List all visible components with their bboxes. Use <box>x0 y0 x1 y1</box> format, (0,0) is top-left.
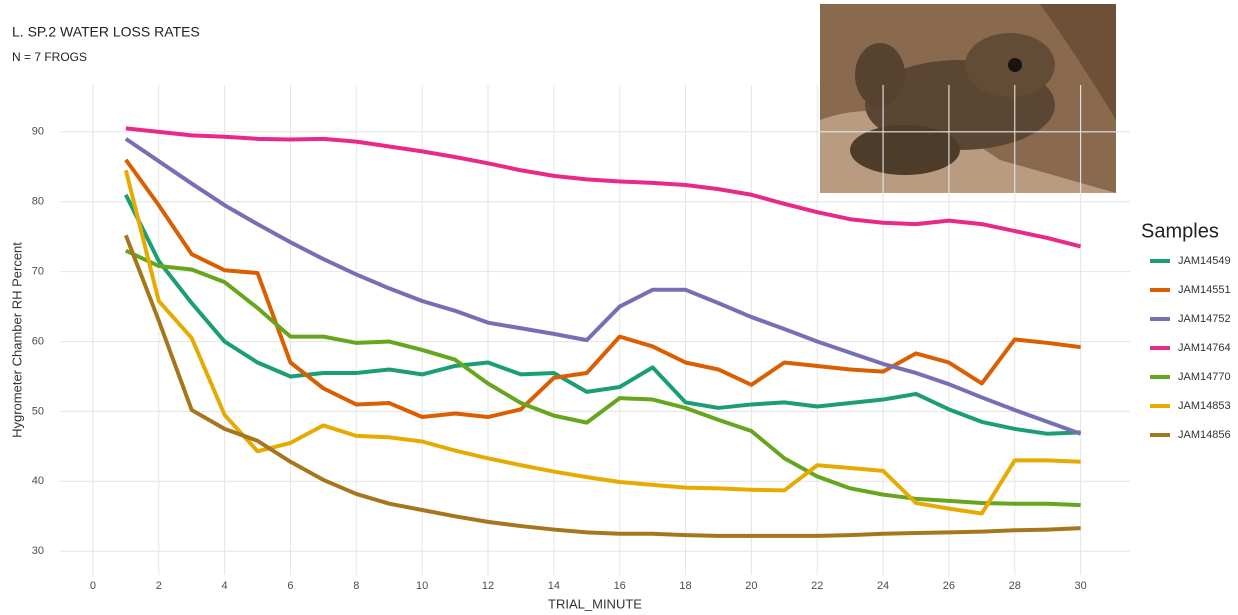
x-tick-label: 20 <box>745 580 757 592</box>
chart-subtitle: N = 7 FROGS <box>12 50 87 64</box>
x-tick-label: 4 <box>222 580 228 592</box>
data-line <box>123 169 1081 516</box>
legend-label: JAM14549 <box>1178 255 1231 267</box>
x-tick-label: 28 <box>1009 580 1021 592</box>
legend-title: Samples <box>1141 220 1219 242</box>
y-axis-label: Hygrometer Chamber RH Percent <box>9 242 24 438</box>
x-axis-label: TRIAL_MINUTE <box>548 596 642 611</box>
legend-label: JAM14764 <box>1178 342 1231 354</box>
y-tick-label: 70 <box>32 266 44 278</box>
x-tick-label: 6 <box>287 580 293 592</box>
data-line <box>124 137 1082 436</box>
x-tick-label: 0 <box>90 580 96 592</box>
legend-label: JAM14752 <box>1178 313 1231 325</box>
x-tick-label: 18 <box>679 580 691 592</box>
chart-title: L. SP.2 WATER LOSS RATES <box>12 24 200 40</box>
legend-label: JAM14853 <box>1178 400 1231 412</box>
x-tick-label: 12 <box>482 580 494 592</box>
y-tick-label: 40 <box>32 475 44 487</box>
grid <box>60 85 1130 575</box>
x-tick-label: 8 <box>353 580 359 592</box>
legend-label: JAM14770 <box>1178 371 1231 383</box>
y-tick-label: 90 <box>32 126 44 138</box>
data-line <box>124 158 1081 420</box>
x-tick-label: 10 <box>416 580 428 592</box>
y-tick-label: 30 <box>32 545 44 557</box>
x-tick-label: 26 <box>943 580 955 592</box>
data-line <box>123 234 1081 538</box>
x-tick-label: 22 <box>811 580 823 592</box>
data-line <box>125 126 1082 249</box>
y-tick-label: 50 <box>32 405 44 417</box>
frog-photo <box>820 4 1116 193</box>
legend-label: JAM14551 <box>1178 284 1231 296</box>
x-tick-label: 14 <box>548 580 560 592</box>
x-tick-label: 16 <box>614 580 626 592</box>
legend-label: JAM14856 <box>1178 429 1231 441</box>
x-tick-label: 2 <box>156 580 162 592</box>
y-tick-label: 80 <box>32 196 44 208</box>
y-tick-label: 60 <box>32 335 44 347</box>
x-tick-label: 24 <box>877 580 889 592</box>
data-line <box>124 193 1081 436</box>
data-line <box>124 248 1081 508</box>
x-tick-label: 30 <box>1074 580 1086 592</box>
